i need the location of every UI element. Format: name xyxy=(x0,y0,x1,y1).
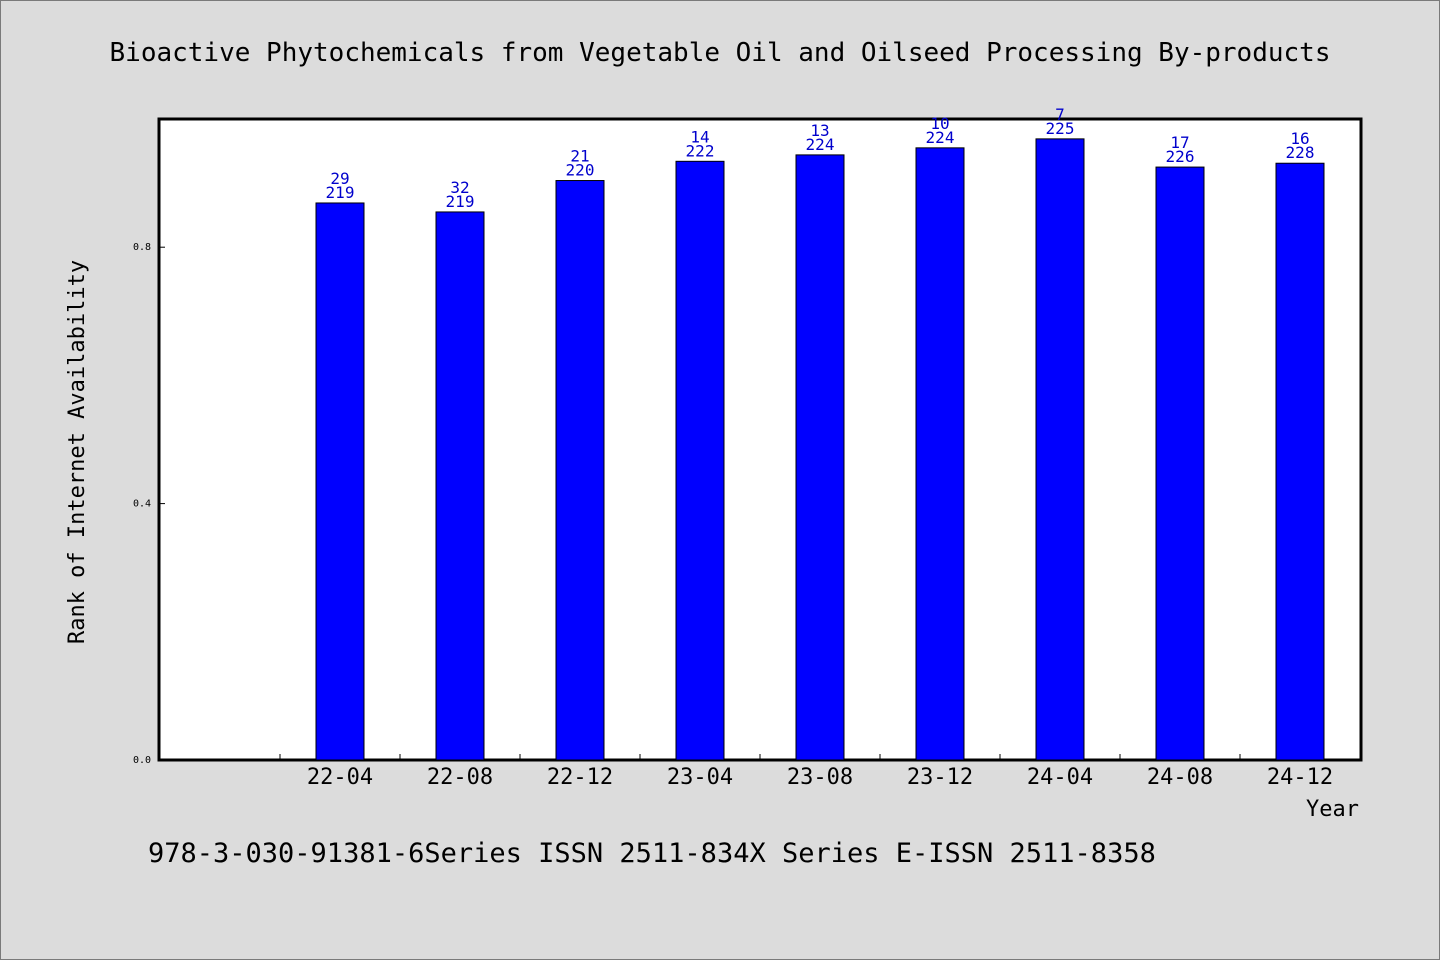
bar-total-label: 228 xyxy=(1286,143,1315,162)
bar-rank-label: 13 xyxy=(810,121,829,140)
bar-rank-label: 29 xyxy=(330,169,349,188)
bar xyxy=(915,147,965,761)
bar xyxy=(1275,162,1325,761)
footer-isbn-text: 978-3-030-91381-6Series ISSN 2511-834X S… xyxy=(148,838,1156,869)
bar-rank-label: 10 xyxy=(930,114,949,133)
chart-title: Bioactive Phytochemicals from Vegetable … xyxy=(110,38,1331,68)
y-tick-label: 0.8 xyxy=(133,242,151,253)
bar-rank-label: 17 xyxy=(1170,133,1189,152)
bar-total-label: 219 xyxy=(446,192,475,211)
y-axis-ticks: 0.0 0.4 0.8 xyxy=(133,242,165,766)
x-tick-label: 24-04 xyxy=(1027,765,1093,790)
x-tick-label: 23-08 xyxy=(787,765,853,790)
bar xyxy=(435,211,485,761)
x-tick-label: 22-12 xyxy=(547,765,613,790)
bar-total-label: 219 xyxy=(326,183,355,202)
x-tick-label: 23-12 xyxy=(907,765,973,790)
bar xyxy=(315,202,365,761)
bar xyxy=(795,154,845,761)
x-tick-label: 24-08 xyxy=(1147,765,1213,790)
bar-rank-label: 21 xyxy=(570,147,589,166)
x-axis-ticks: 22-04 22-08 22-12 23-04 23-08 23-12 24-04 24-08… xyxy=(279,754,1361,790)
bar xyxy=(675,160,725,761)
bar-rank-label: 16 xyxy=(1290,129,1309,148)
y-tick-label: 0.4 xyxy=(133,499,151,510)
bar-rank-label: 32 xyxy=(450,178,469,197)
x-tick-label: 24-12 xyxy=(1267,765,1333,790)
bar-total-label: 224 xyxy=(926,128,955,147)
x-tick-label: 22-08 xyxy=(427,765,493,790)
bar-rank-label: 14 xyxy=(690,127,709,146)
bar-total-label: 224 xyxy=(806,135,835,154)
y-tick-label: 0.0 xyxy=(133,755,151,766)
bar-total-label: 226 xyxy=(1166,147,1195,166)
x-tick-label: 23-04 xyxy=(667,765,733,790)
bar xyxy=(1035,138,1085,761)
x-axis-label: Year xyxy=(1306,797,1359,822)
bar xyxy=(1155,166,1205,761)
bar-rank-label: 7 xyxy=(1055,105,1065,124)
bar-total-label: 225 xyxy=(1046,119,1075,138)
bar xyxy=(555,180,605,761)
y-axis-label: Rank of Internet Availability xyxy=(65,260,90,644)
x-tick-label: 22-04 xyxy=(307,765,373,790)
bar-total-label: 220 xyxy=(566,161,595,180)
bar-total-label: 222 xyxy=(686,141,715,160)
